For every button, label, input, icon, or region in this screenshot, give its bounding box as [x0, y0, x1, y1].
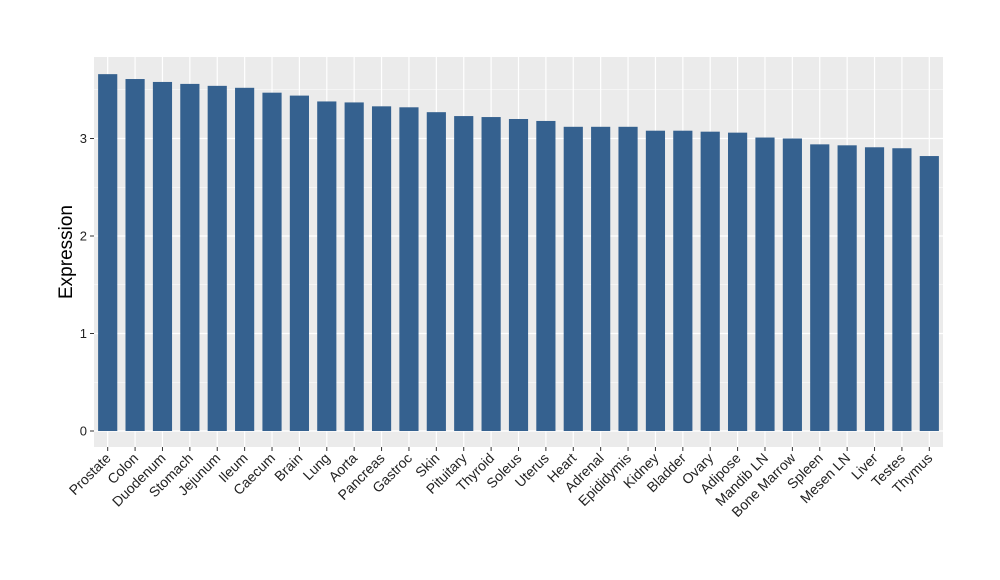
bar-colon [125, 79, 145, 432]
bar-adipose [728, 132, 748, 431]
y-tick-label: 1 [80, 326, 87, 341]
bar-prostate [98, 74, 118, 432]
y-tick-label: 3 [80, 131, 87, 146]
bar-uterus [536, 120, 556, 431]
bar-mesen-ln [837, 145, 857, 431]
bar-bone-marrow [782, 138, 802, 431]
bar-duodenum [152, 81, 173, 431]
bar-mandib-ln [755, 137, 775, 431]
y-tick-label: 0 [80, 424, 87, 439]
bar-lung [317, 101, 337, 431]
bar-pancreas [371, 106, 392, 431]
bar-pituitary [454, 116, 474, 431]
bar-spleen [810, 144, 830, 431]
bar-ovary [700, 131, 720, 432]
bar-thyroid [481, 117, 501, 432]
bar-bladder [673, 130, 693, 431]
bar-caecum [262, 92, 282, 432]
bars [98, 74, 939, 432]
bar-thymus [919, 156, 939, 432]
bar-adrenal [591, 126, 611, 432]
bar-jejunum [207, 85, 227, 431]
x-tick-label: Brain [271, 450, 305, 484]
bar-ileum [235, 87, 255, 432]
y-axis-title: Expression [56, 205, 77, 299]
bar-epididymis [618, 126, 638, 432]
y-tick-label: 2 [80, 229, 87, 244]
y-axis: 0 1 2 3 [80, 131, 94, 439]
bar-skin [426, 112, 446, 432]
bar-stomach [180, 83, 200, 432]
bar-aorta [344, 102, 364, 432]
bar-testes [892, 148, 912, 431]
bar-soleus [508, 119, 529, 431]
bar-liver [864, 147, 885, 431]
bar-heart [563, 126, 583, 432]
x-tick-label: Lung [300, 450, 333, 483]
bar-gastroc [399, 107, 419, 432]
bar-brain [289, 95, 309, 431]
x-axis: ProstateColonDuodenumStomachJejunumIleum… [66, 447, 935, 520]
bar-kidney [645, 130, 666, 431]
